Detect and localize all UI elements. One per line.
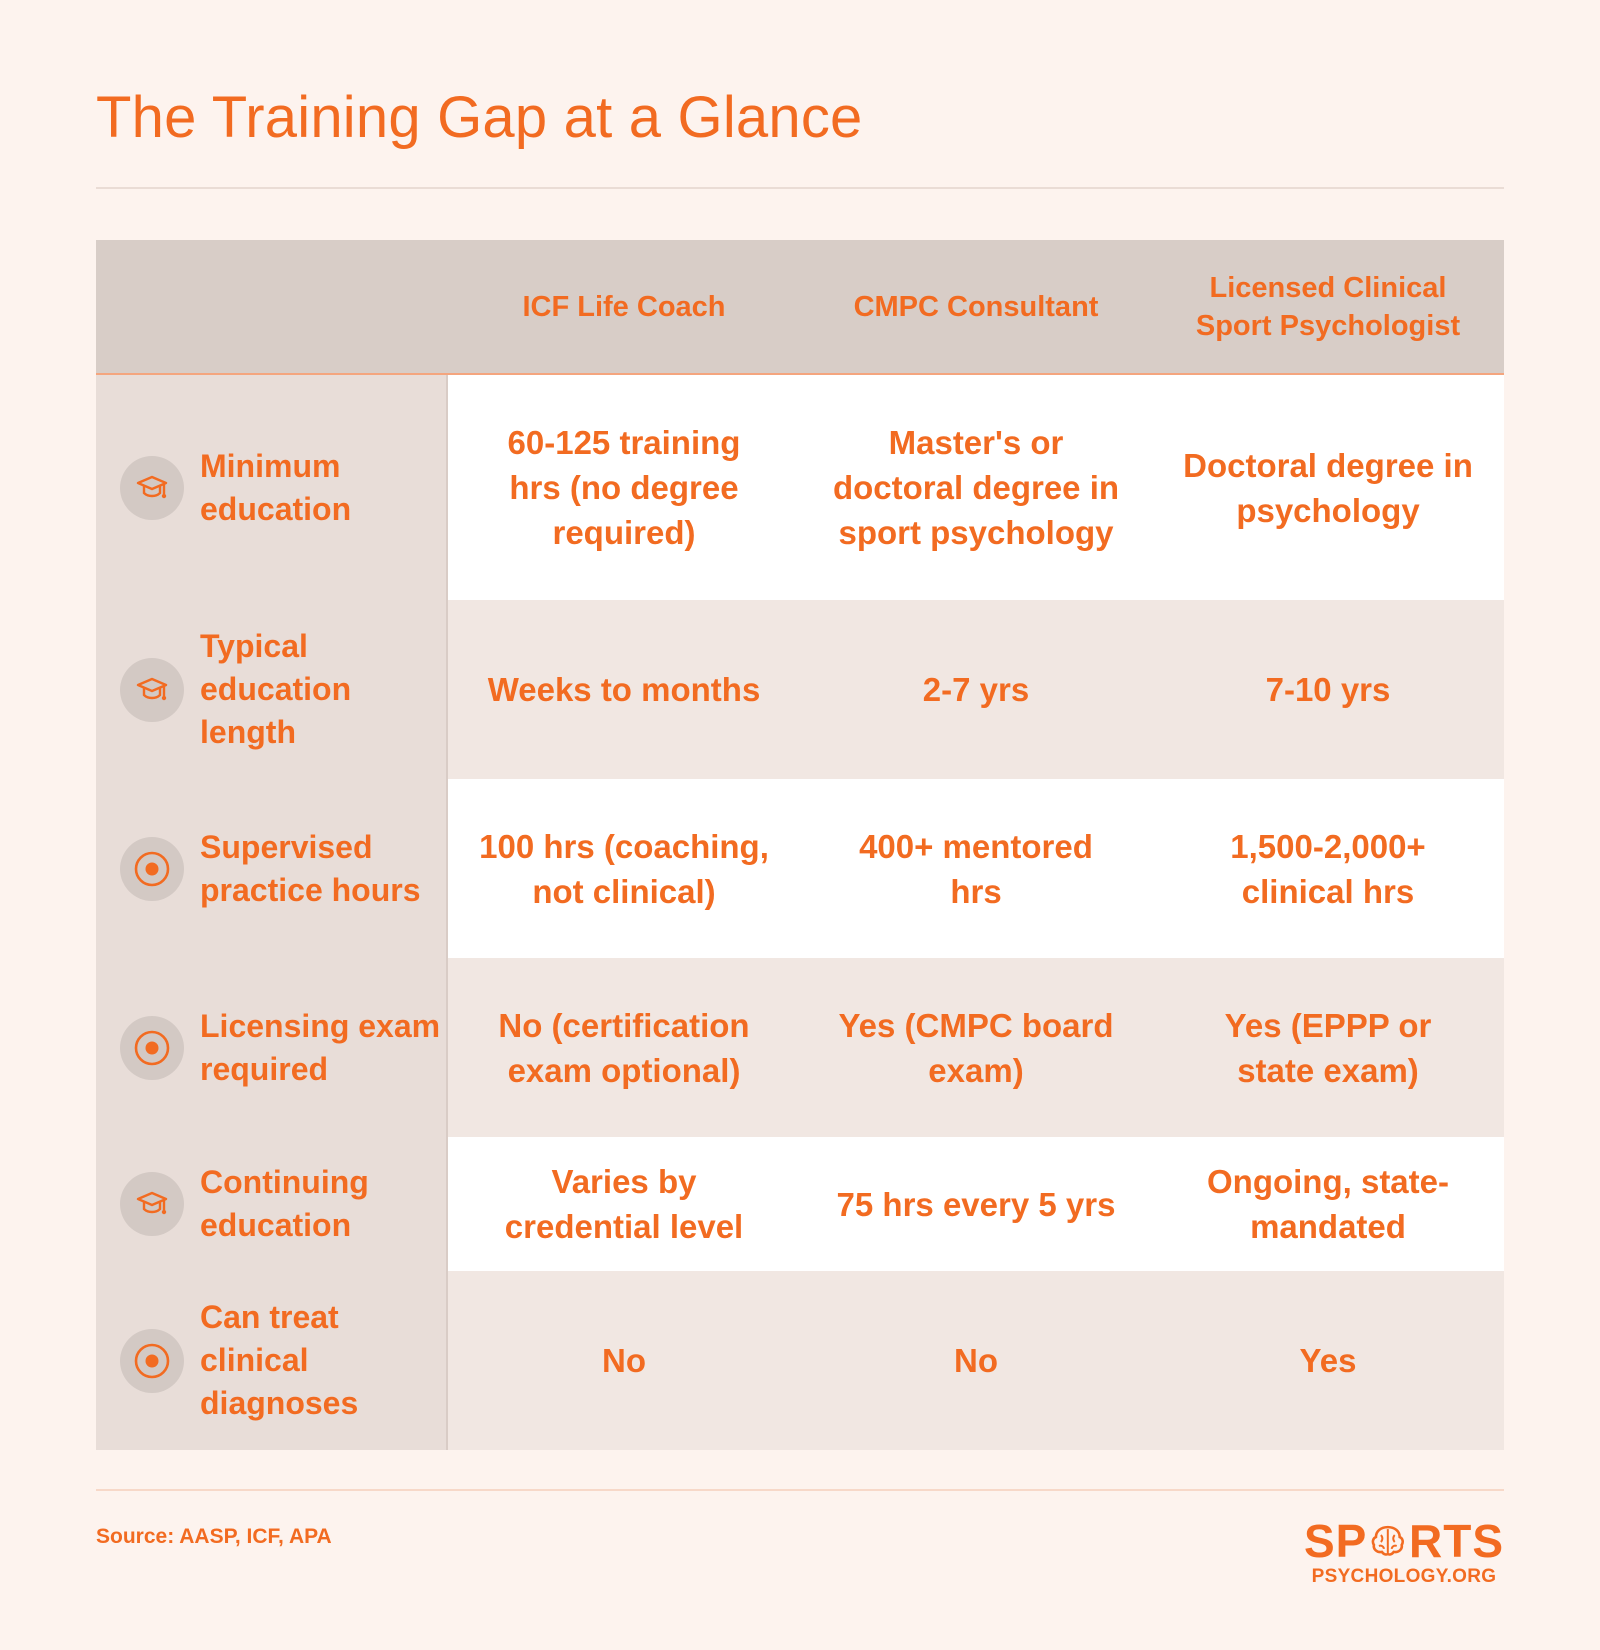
title-divider (96, 187, 1504, 189)
table-cell: No (800, 1271, 1152, 1450)
logo-subtext: PSYCHOLOGY.ORG (1311, 1566, 1497, 1587)
table-cell: Master's or doctoral degree in sport psy… (800, 375, 1152, 600)
row-label-can-treat-clinical-diagnoses: Can treat clinical diagnoses (96, 1271, 448, 1450)
target-icon (120, 836, 184, 901)
table-cell: Doctoral degree in psychology (1152, 375, 1504, 600)
row-label-text: Supervised practice hours (200, 828, 421, 908)
logo-text-right: RTS (1409, 1515, 1504, 1567)
graduation-cap-icon (120, 657, 184, 722)
graduation-cap-icon (120, 1172, 184, 1236)
table-cell: 60-125 training hrs (no degree required) (448, 375, 800, 600)
row-label-text: Typical education length (200, 628, 352, 750)
graduation-cap-icon (120, 455, 184, 520)
footer-divider (96, 1489, 1504, 1491)
table-cell: Yes (EPPP or state exam) (1152, 958, 1504, 1137)
table-cell: No (certification exam optional) (448, 958, 800, 1137)
table-cell: Weeks to months (448, 600, 800, 779)
table-cell: 2-7 yrs (800, 600, 1152, 779)
row-label-text: Licensing exam required (200, 1007, 441, 1087)
row-label-minimum-education: Minimum education (96, 375, 448, 600)
table-cell: Yes (1152, 1271, 1504, 1450)
target-icon (120, 1328, 184, 1393)
row-label-typical-education-length: Typical education length (96, 600, 448, 779)
row-label-text: Continuing education (200, 1164, 369, 1243)
table-cell: 100 hrs (coaching, not clinical) (448, 779, 800, 958)
brain-icon (1372, 1525, 1405, 1556)
table-cell: 1,500-2,000+ clinical hrs (1152, 779, 1504, 958)
table-cell: 75 hrs every 5 yrs (800, 1137, 1152, 1271)
sports-psychology-logo: SP RTS PSYCHOLOGY.ORG (1304, 1518, 1504, 1588)
table-cell: 400+ mentored hrs (800, 779, 1152, 958)
row-label-licensing-exam-required: Licensing exam required (96, 958, 448, 1137)
table-cell: Varies by credential level (448, 1137, 800, 1271)
table-cell: No (448, 1271, 800, 1450)
table-cell: Yes (CMPC board exam) (800, 958, 1152, 1137)
row-label-text: Minimum education (200, 447, 352, 527)
column-header-icf-life-coach: ICF Life Coach (448, 240, 800, 375)
header-corner (96, 240, 448, 375)
page-title: The Training Gap at a Glance (96, 85, 863, 150)
column-header-cmpc-consultant: CMPC Consultant (800, 240, 1152, 375)
row-label-continuing-education: Continuing education (96, 1137, 448, 1271)
comparison-table: ICF Life Coach CMPC Consultant Licensed … (96, 240, 1504, 1450)
logo-text-left: SP (1304, 1515, 1368, 1567)
table-cell: Ongoing, state-mandated (1152, 1137, 1504, 1271)
row-label-text: Can treat clinical diagnoses (200, 1299, 359, 1421)
column-header-licensed-clinical-sport-psychologist: Licensed Clinical Sport Psychologist (1152, 240, 1504, 375)
row-label-supervised-practice-hours: Supervised practice hours (96, 779, 448, 958)
logo-wordmark: SP RTS (1304, 1518, 1504, 1564)
table-cell: 7-10 yrs (1152, 600, 1504, 779)
target-icon (120, 1015, 184, 1080)
source-note: Source: AASP, ICF, APA (96, 1525, 332, 1548)
